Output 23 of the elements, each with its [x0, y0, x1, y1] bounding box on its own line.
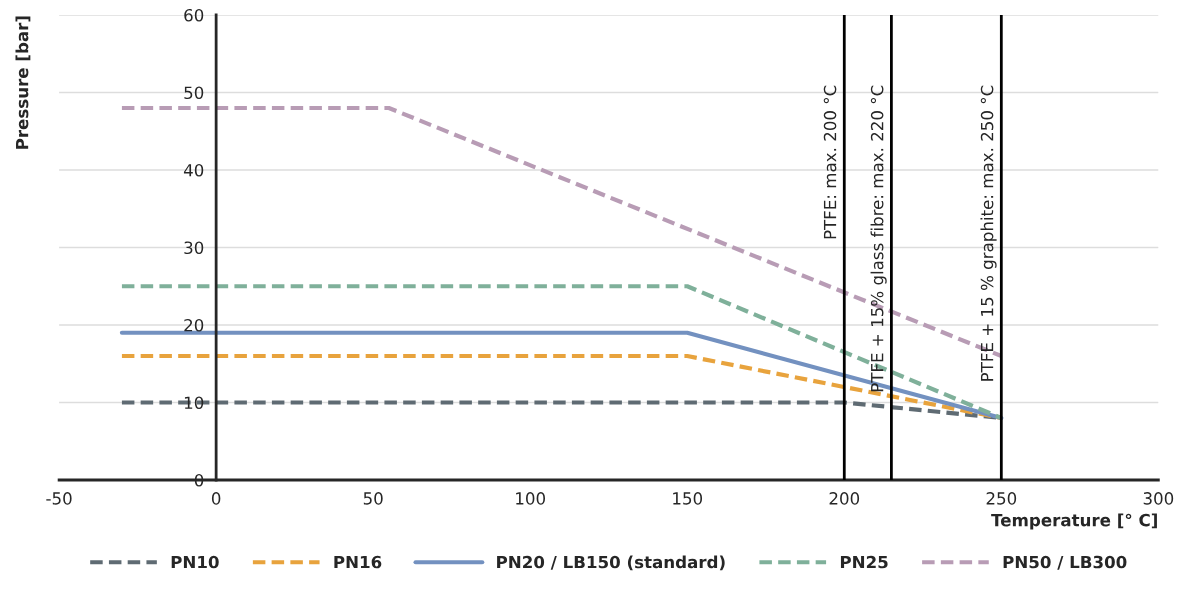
legend-label: PN20 / LB150 (standard): [497, 555, 725, 571]
legend-label: PN25: [840, 555, 888, 569]
y-tick-label: 40: [183, 163, 204, 177]
y-axis-title: Pressure [bar]: [15, 16, 31, 149]
legend-label: PN10: [171, 555, 219, 569]
legend-label: PN16: [334, 555, 382, 569]
x-tick-label: 250: [986, 492, 1017, 505]
ref-line-label: PTFE: max. 200 °C: [823, 85, 837, 239]
x-tick-label: 50: [363, 492, 383, 505]
x-axis-title: Temperature [° C]: [991, 513, 1157, 530]
x-tick-label: 0: [211, 492, 221, 505]
y-tick-label: 60: [184, 8, 204, 22]
x-tick-label: 200: [829, 492, 860, 505]
y-tick-label: 20: [184, 318, 204, 332]
ref-line-label: PTFE + 15 % graphite: max. 250 °C: [980, 85, 997, 381]
y-tick-label: 30: [184, 241, 204, 255]
x-tick-label: -50: [46, 492, 72, 505]
x-tick-label: 300: [1143, 492, 1174, 505]
x-tick-label: 150: [673, 492, 703, 505]
y-tick-label: 50: [184, 86, 204, 100]
x-tick-label: 100: [516, 492, 546, 505]
ref-line-label: PTFE + 15% glass fibre: max. 220 °C: [870, 85, 887, 392]
legend-label: PN50 / LB300: [1003, 555, 1127, 570]
